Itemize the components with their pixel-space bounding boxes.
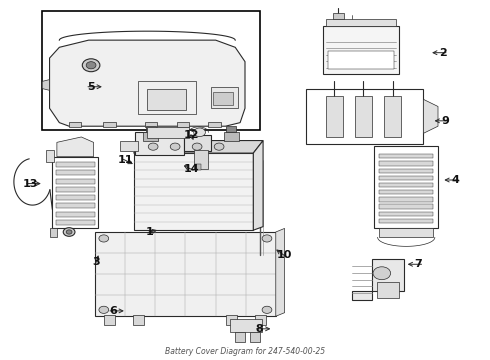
Bar [184, 135, 211, 151]
Bar [176, 122, 189, 127]
Bar [208, 122, 220, 127]
Bar [306, 89, 423, 144]
Polygon shape [276, 228, 285, 316]
Text: 8: 8 [256, 324, 264, 334]
Text: 6: 6 [109, 306, 117, 316]
Circle shape [66, 230, 72, 234]
Text: 9: 9 [441, 116, 449, 126]
Circle shape [86, 62, 96, 69]
Bar [224, 132, 239, 140]
Bar [135, 132, 184, 155]
Bar [52, 157, 98, 228]
Bar [379, 176, 433, 180]
Bar [133, 315, 144, 325]
Bar [326, 96, 343, 137]
Text: 5: 5 [87, 82, 95, 92]
Bar [213, 92, 233, 105]
Text: 7: 7 [415, 259, 422, 269]
Bar [379, 190, 433, 194]
Text: 12: 12 [183, 130, 199, 140]
Bar [379, 183, 433, 187]
Bar [226, 315, 237, 325]
Bar [328, 51, 394, 69]
Circle shape [262, 306, 272, 314]
Bar [379, 168, 433, 173]
Bar [56, 212, 95, 217]
Bar [379, 212, 433, 216]
Bar [121, 140, 138, 151]
Text: 2: 2 [439, 48, 447, 58]
Polygon shape [49, 228, 57, 237]
Bar [56, 179, 95, 184]
Bar [144, 132, 158, 140]
Bar [194, 149, 208, 169]
Text: 14: 14 [183, 164, 199, 174]
Bar [379, 204, 433, 209]
Bar [147, 127, 189, 138]
Bar [146, 126, 156, 132]
Circle shape [262, 235, 272, 242]
Bar [379, 219, 433, 223]
Bar [384, 96, 401, 137]
Bar [326, 19, 396, 26]
Circle shape [82, 59, 100, 72]
Polygon shape [46, 149, 54, 162]
Polygon shape [352, 259, 404, 300]
Bar [379, 161, 433, 166]
Bar [377, 282, 399, 298]
Bar [42, 12, 260, 130]
Circle shape [214, 143, 224, 150]
Bar [56, 187, 95, 192]
Bar [56, 162, 95, 167]
Bar [355, 96, 372, 137]
Polygon shape [253, 140, 263, 230]
Bar [145, 122, 157, 127]
Bar [379, 197, 433, 202]
Bar [255, 315, 266, 325]
Text: 11: 11 [118, 155, 133, 165]
Bar [56, 203, 95, 208]
Bar [374, 146, 438, 228]
Bar [226, 126, 236, 132]
Circle shape [192, 143, 202, 150]
Circle shape [99, 306, 109, 314]
Bar [379, 154, 433, 158]
Bar [323, 26, 399, 74]
Bar [103, 122, 116, 127]
Polygon shape [57, 137, 94, 157]
Circle shape [170, 143, 180, 150]
Text: 4: 4 [451, 175, 459, 185]
Polygon shape [134, 140, 263, 153]
Circle shape [99, 235, 109, 242]
Bar [69, 122, 81, 127]
Bar [147, 89, 186, 110]
Polygon shape [49, 40, 245, 126]
Bar [230, 319, 262, 332]
Text: 1: 1 [146, 227, 153, 237]
Bar [134, 153, 253, 230]
Circle shape [63, 228, 75, 236]
Bar [211, 87, 238, 108]
Bar [333, 13, 343, 19]
Circle shape [373, 267, 391, 280]
Bar [56, 195, 95, 200]
Text: 10: 10 [276, 250, 292, 260]
Bar [56, 170, 95, 175]
Bar [95, 232, 276, 316]
Bar [104, 315, 115, 325]
Bar [138, 81, 196, 114]
Bar [235, 332, 245, 342]
Bar [250, 332, 260, 342]
Text: 3: 3 [92, 257, 100, 267]
Text: Battery Cover Diagram for 247-540-00-25: Battery Cover Diagram for 247-540-00-25 [165, 347, 325, 356]
Polygon shape [423, 99, 438, 134]
Text: 13: 13 [23, 179, 38, 189]
Bar [195, 163, 200, 170]
Polygon shape [42, 80, 49, 90]
Polygon shape [379, 228, 433, 237]
Bar [56, 220, 95, 225]
Circle shape [194, 128, 205, 136]
Circle shape [148, 143, 158, 150]
